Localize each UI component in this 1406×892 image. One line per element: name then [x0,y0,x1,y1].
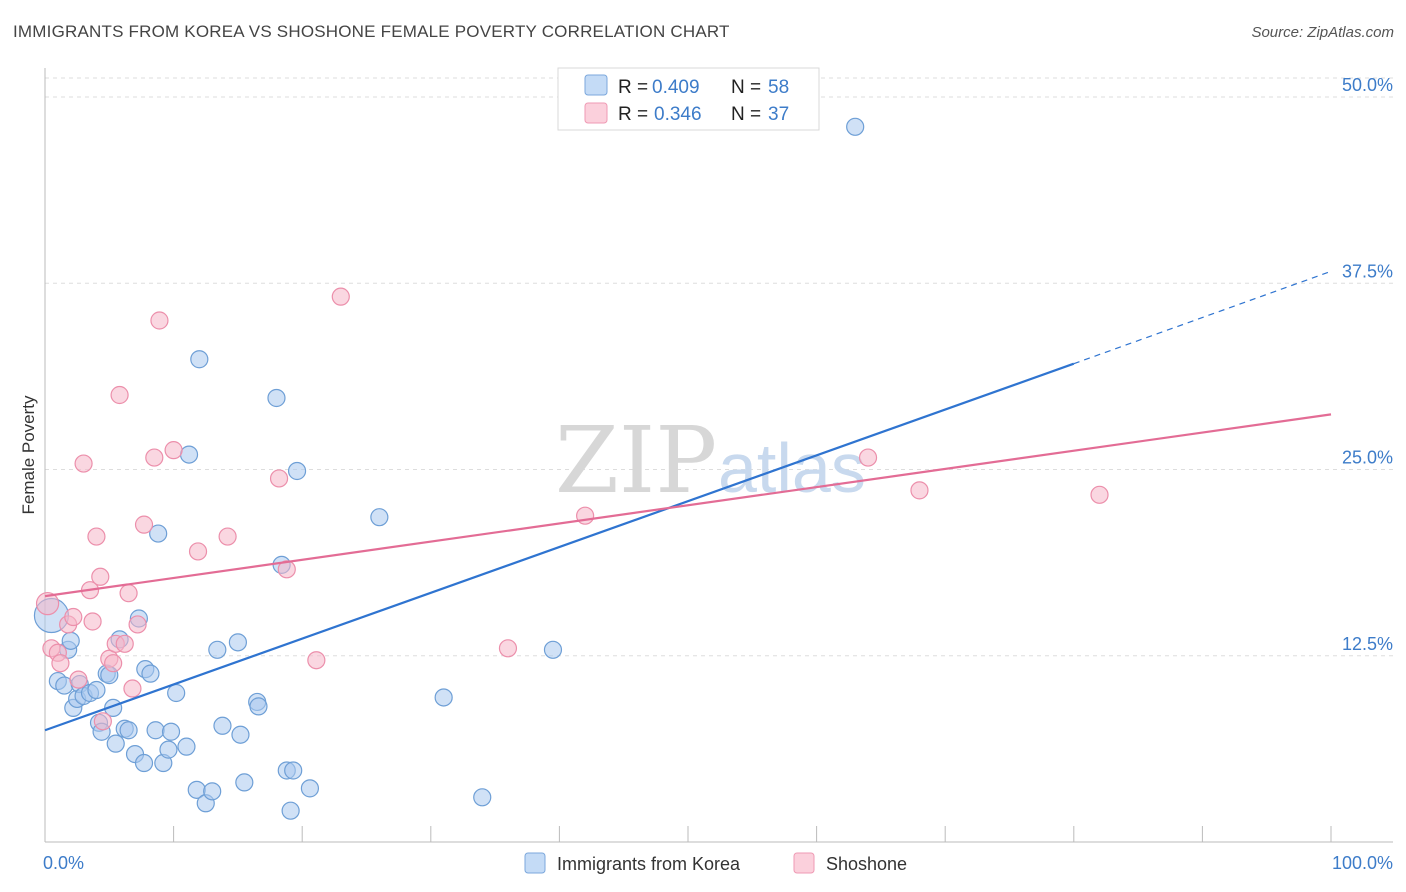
data-point [35,591,60,616]
data-point [267,388,286,408]
data-point [177,737,196,756]
data-point [281,801,300,820]
data-point [51,654,70,673]
legend-n-label-blue: N = [731,77,761,98]
y-tick-labels: 12.5% 25.0% 37.5% 50.0% [1342,75,1393,654]
data-point [149,524,168,543]
data-point [64,607,83,627]
y-tick-label: 25.0% [1342,448,1393,468]
data-point [910,481,929,500]
data-point [128,615,147,634]
series-shoshone-points [35,287,1109,731]
chart-title: IMMIGRANTS FROM KOREA VS SHOSHONE FEMALE… [13,22,730,41]
data-point [164,441,183,460]
data-point [115,634,134,653]
data-point [106,734,125,753]
watermark-zip: ZIP [555,407,717,514]
source-credit: Source: ZipAtlas.com [1251,24,1394,41]
data-point [858,448,878,467]
legend-korea-label: Immigrants from Korea [557,854,741,874]
data-point [307,651,326,670]
data-point [190,350,209,369]
y-tick-label: 37.5% [1342,261,1393,281]
data-point [331,287,350,306]
data-point [87,680,106,700]
data-point [1090,485,1109,504]
data-point [161,722,181,741]
data-point [134,753,154,773]
data-point [284,761,303,780]
stats-legend-pink-swatch [584,102,608,124]
data-point [61,631,80,650]
data-point [846,117,865,136]
legend-shoshone-label: Shoshone [826,854,907,874]
data-point [110,385,129,405]
legend-shoshone-swatch [793,852,815,874]
legend-n-value-pink: 37 [768,104,789,125]
y-tick-label: 12.5% [1342,634,1393,654]
y-axis-label: Female Poverty [19,395,38,515]
series-legend: Immigrants from Korea Shoshone [524,852,907,874]
data-point [235,773,254,792]
axes [44,68,1393,843]
data-point [287,461,307,481]
data-point [119,584,138,603]
data-point [188,542,208,561]
legend-korea-swatch [524,852,546,874]
data-point [179,445,199,464]
legend-n-label-pink: N = [731,104,761,125]
stats-legend: R = 0.409 N = 58 R = 0.346 N = 37 [557,67,820,131]
x-tick-label-min: 0.0% [43,853,84,873]
data-point [134,515,154,534]
legend-r-label-pink: R = [618,104,648,125]
data-point [123,679,142,698]
legend-r-label-blue: R = [618,77,648,98]
data-point [93,712,112,731]
data-point [203,782,222,801]
legend-r-value-pink: 0.346 [654,104,702,125]
data-point [218,527,237,546]
data-point [370,508,389,527]
stats-legend-blue-swatch [584,74,608,96]
data-point [543,640,563,659]
trend-line-korea-extension [1073,270,1332,365]
data-point [249,697,268,716]
data-point [150,311,169,330]
data-point [300,779,320,798]
trend-lines [44,270,1332,732]
data-point [69,670,88,689]
data-point [434,688,453,707]
data-point [213,716,232,735]
legend-r-value-blue: 0.409 [652,77,700,98]
data-point [208,640,227,659]
data-point [87,527,106,546]
data-point [269,469,289,488]
legend-n-value-blue: 58 [768,77,789,98]
data-point [146,721,165,740]
data-point [277,560,296,579]
data-point [159,740,178,759]
data-point [119,721,138,740]
data-point [231,725,250,744]
watermark: ZIP atlas [555,407,866,514]
data-point [141,664,160,683]
data-point [145,448,164,467]
trend-line-korea [44,362,1075,732]
data-point [228,633,247,652]
data-point [104,654,123,673]
data-point [473,788,492,807]
watermark-atlas: atlas [718,429,866,507]
gridlines [45,77,1393,657]
data-point [83,612,102,631]
data-point [167,683,186,703]
y-tick-label: 50.0% [1342,75,1393,95]
data-point [91,567,110,586]
x-tick-label-max: 100.0% [1332,853,1393,873]
data-point [498,639,518,658]
data-point [74,454,93,473]
trend-line-shoshone [44,413,1332,598]
